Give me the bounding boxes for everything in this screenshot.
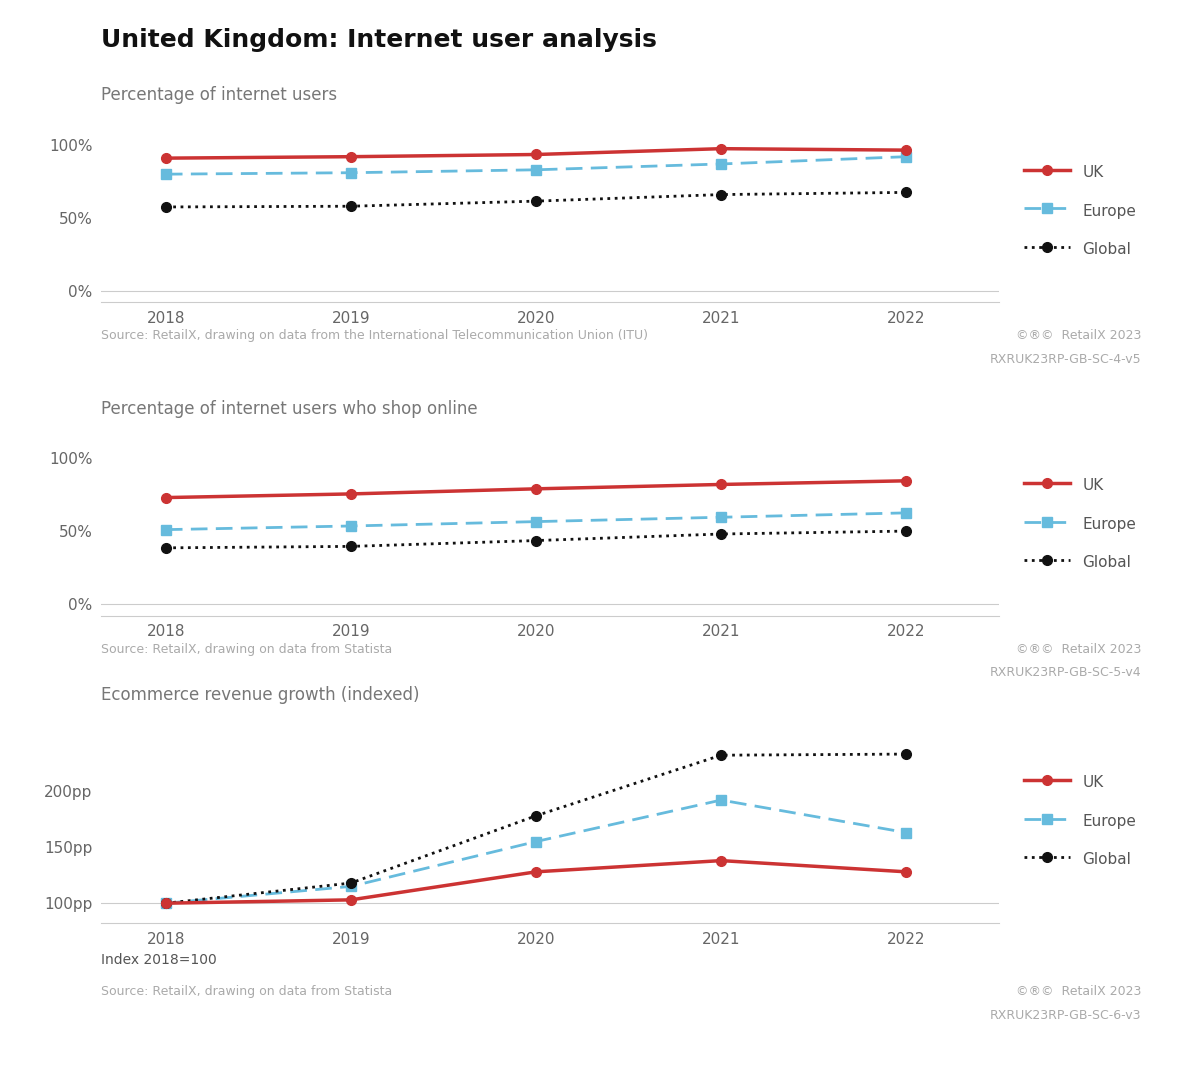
- Text: ©®©  RetailX 2023: ©®© RetailX 2023: [1017, 643, 1141, 656]
- Text: ©®©  RetailX 2023: ©®© RetailX 2023: [1017, 985, 1141, 998]
- Text: Ecommerce revenue growth (indexed): Ecommerce revenue growth (indexed): [101, 686, 420, 704]
- Legend: UK, Europe, Global: UK, Europe, Global: [1025, 476, 1137, 571]
- Legend: UK, Europe, Global: UK, Europe, Global: [1025, 773, 1137, 868]
- Text: ©®©  RetailX 2023: ©®© RetailX 2023: [1017, 329, 1141, 342]
- Legend: UK, Europe, Global: UK, Europe, Global: [1025, 163, 1137, 258]
- Text: Percentage of internet users: Percentage of internet users: [101, 86, 338, 105]
- Text: Source: RetailX, drawing on data from Statista: Source: RetailX, drawing on data from St…: [101, 985, 392, 998]
- Text: Index 2018=100: Index 2018=100: [101, 953, 216, 967]
- Text: RXRUK23RP-GB-SC-5-v4: RXRUK23RP-GB-SC-5-v4: [989, 666, 1141, 679]
- Text: Source: RetailX, drawing on data from Statista: Source: RetailX, drawing on data from St…: [101, 643, 392, 656]
- Text: Source: RetailX, drawing on data from the International Telecommunication Union : Source: RetailX, drawing on data from th…: [101, 329, 648, 342]
- Text: Percentage of internet users who shop online: Percentage of internet users who shop on…: [101, 400, 478, 418]
- Text: United Kingdom: Internet user analysis: United Kingdom: Internet user analysis: [101, 28, 658, 52]
- Text: RXRUK23RP-GB-SC-4-v5: RXRUK23RP-GB-SC-4-v5: [989, 353, 1141, 366]
- Text: RXRUK23RP-GB-SC-6-v3: RXRUK23RP-GB-SC-6-v3: [990, 1009, 1141, 1022]
